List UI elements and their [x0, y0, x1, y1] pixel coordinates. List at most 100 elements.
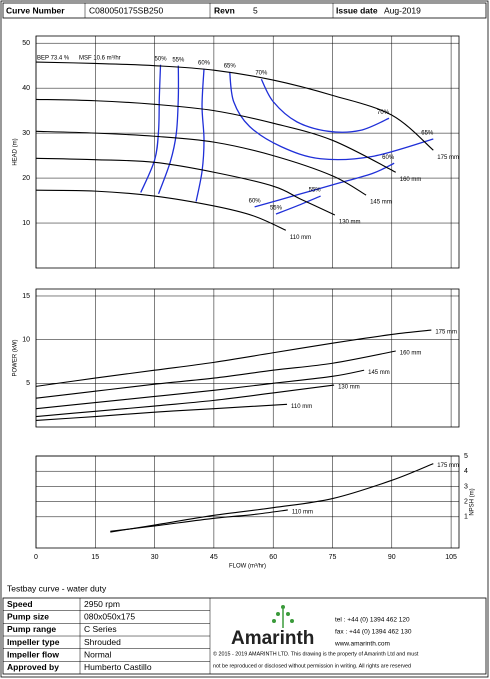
plot-frame: [35, 288, 460, 428]
spec-value: Shrouded: [84, 637, 121, 647]
spec-label: Pump range: [7, 624, 56, 634]
efficiency-label: 70%: [377, 110, 390, 116]
x-tick-label: 30: [151, 554, 159, 561]
web: www.amarinth.com: [334, 641, 390, 648]
y-axis-label: HEAD (m): [13, 138, 19, 165]
logo-dot: [276, 612, 280, 616]
curve-label: 110 mm: [291, 404, 312, 410]
curve: [35, 189, 287, 231]
curve: [35, 403, 288, 421]
caption: Testbay curve - water duty: [7, 583, 107, 593]
efficiency-label: 60%: [198, 60, 211, 66]
curve: [35, 61, 434, 151]
notice: not be reproduced or disclosed without p…: [213, 663, 411, 669]
curve-label: 175 mm: [435, 330, 457, 336]
y-tick-label: 10: [22, 337, 30, 344]
y-axis-label: POWER (kW): [13, 340, 19, 377]
efficiency-label: 60%: [249, 198, 262, 204]
value: Aug-2019: [384, 5, 421, 15]
curve-label: 130 mm: [338, 385, 360, 391]
efficiency-contour: [254, 162, 395, 208]
logo-dot: [272, 619, 276, 623]
efficiency-label: 60%: [382, 155, 395, 161]
logo-dot: [290, 619, 294, 623]
y-tick-label: 10: [22, 220, 30, 227]
y-tick-label: 1: [464, 514, 468, 521]
curve-label: 175 mm: [437, 155, 459, 161]
value: 5: [253, 5, 258, 15]
header-box: [2, 2, 487, 19]
x-tick-label: 60: [269, 554, 277, 561]
curve: [35, 329, 432, 387]
efficiency-contour: [140, 64, 162, 193]
efficiency-label: 55%: [270, 206, 283, 212]
value: C080050175SB250: [89, 5, 163, 15]
plot-frame: [35, 35, 460, 269]
y-tick-label: 30: [22, 130, 30, 137]
y-tick-label: 15: [22, 293, 30, 300]
curve-label: 145 mm: [370, 200, 392, 206]
curve-label: 160 mm: [400, 351, 422, 357]
logo: Amarinth tel : +44 (0) 1394 462 120 fax …: [213, 605, 419, 669]
curve: [35, 384, 335, 418]
annotation: BEP 73.4 %: [37, 56, 70, 62]
fax: fax : +44 (0) 1394 462 130: [335, 629, 412, 636]
curve-label: 175 mm: [437, 463, 459, 469]
spec-value: Humberto Castillo: [84, 662, 152, 672]
curve-label: 160 mm: [400, 177, 422, 183]
y-axis-label: NPSH (m): [470, 488, 476, 515]
efficiency-label: 65%: [224, 64, 237, 70]
curve-label: 110 mm: [290, 235, 311, 241]
y-tick-label: 3: [464, 483, 468, 490]
y-tick-label: 4: [464, 468, 468, 475]
label: Curve Number: [6, 5, 65, 15]
spec-label: Speed: [7, 599, 33, 609]
spec-label: Impeller type: [7, 637, 60, 647]
y-tick-label: 5: [26, 380, 30, 387]
x-tick-label: 75: [329, 554, 337, 561]
curve-label: 130 mm: [339, 220, 361, 226]
curve: [35, 157, 336, 216]
y-tick-label: 2: [464, 498, 468, 505]
label: Issue date: [336, 5, 378, 15]
efficiency-label: 50%: [155, 56, 168, 62]
annotation: MSF 10.6 m³/hr: [79, 56, 121, 62]
copyright: © 2015 - 2019 AMARINTH LTD. This drawing…: [213, 650, 419, 657]
efficiency-contour: [195, 68, 205, 202]
label: Revn: [214, 5, 235, 15]
efficiency-label: 55%: [309, 188, 322, 194]
spec-value: 080x050x175: [84, 611, 135, 621]
x-tick-label: 45: [210, 554, 218, 561]
spec-value: 2950 rpm: [84, 599, 120, 609]
y-tick-label: 50: [22, 40, 30, 47]
spec-label: Approved by: [7, 662, 59, 672]
curve: [110, 509, 288, 532]
curve-label: 110 mm: [292, 510, 313, 516]
logo-dot: [281, 605, 285, 609]
efficiency-label: 70%: [255, 71, 268, 77]
curve: [35, 98, 396, 173]
efficiency-contour: [229, 71, 434, 161]
x-tick-label: 15: [91, 554, 99, 561]
y-tick-label: 40: [22, 85, 30, 92]
logo-dot: [286, 612, 290, 616]
efficiency-contour: [275, 195, 321, 215]
efficiency-contour: [260, 78, 390, 133]
efficiency-label: 55%: [172, 57, 185, 63]
x-tick-label: 90: [388, 554, 396, 561]
spec-value: Normal: [84, 649, 112, 659]
spec-value: C Series: [84, 624, 117, 634]
header: Curve Number C080050175SB250 Revn 5 Issu…: [2, 2, 487, 19]
x-tick-label: 0: [34, 554, 38, 561]
x-tick-label: 105: [445, 554, 457, 561]
curve: [110, 463, 434, 533]
spec-label: Impeller flow: [7, 649, 59, 659]
curve: [35, 369, 365, 410]
y-tick-label: 5: [464, 453, 468, 460]
curve: [35, 130, 367, 196]
company-name: Amarinth: [231, 628, 314, 649]
spec-label: Pump size: [7, 611, 49, 621]
